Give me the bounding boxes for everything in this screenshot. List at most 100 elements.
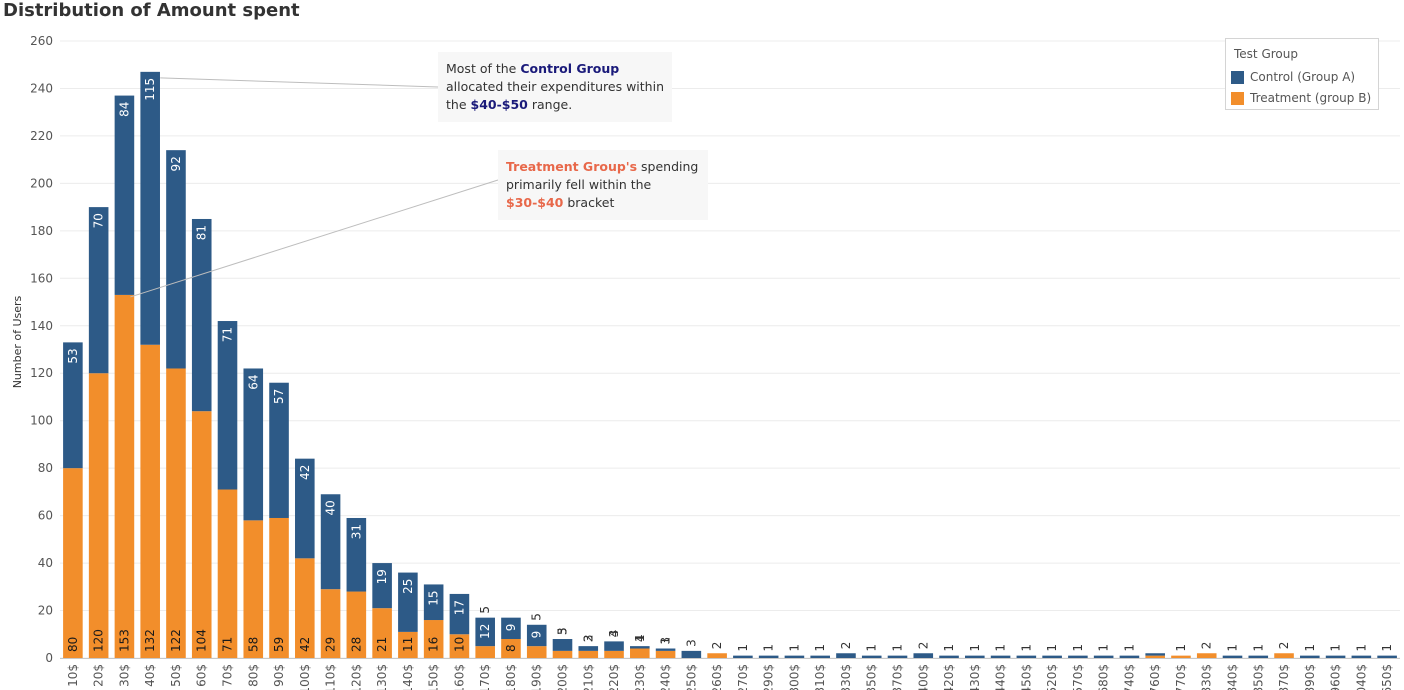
bar-treatment[interactable] — [346, 591, 367, 658]
bar-treatment[interactable] — [552, 650, 573, 658]
bar-control[interactable] — [1042, 655, 1062, 658]
bar-control[interactable] — [140, 71, 160, 345]
bar-control[interactable] — [1248, 655, 1269, 658]
bar-control[interactable] — [398, 572, 418, 632]
data-label-control: 12 — [478, 624, 492, 639]
y-tick-label: 80 — [38, 461, 53, 475]
bar-treatment[interactable] — [114, 294, 135, 658]
bar-control[interactable] — [295, 458, 315, 559]
bar-control[interactable] — [423, 584, 444, 621]
bar-control[interactable] — [784, 655, 805, 658]
bar-control[interactable] — [913, 653, 934, 658]
bar-treatment[interactable] — [140, 344, 160, 658]
bar-control[interactable] — [1145, 653, 1165, 656]
bar-treatment[interactable] — [398, 631, 418, 658]
bar-treatment[interactable] — [423, 620, 444, 658]
bar-control[interactable] — [552, 639, 573, 651]
bar-control[interactable] — [526, 624, 547, 647]
bar-control[interactable] — [1068, 655, 1088, 658]
bar-treatment[interactable] — [1274, 653, 1294, 658]
bar-control[interactable] — [166, 150, 186, 369]
bar-control[interactable] — [1300, 655, 1320, 658]
legend-item-control[interactable]: Control (Group A) — [1231, 69, 1355, 85]
bar-treatment[interactable] — [475, 646, 495, 658]
bar-treatment[interactable] — [243, 520, 264, 658]
bar-control[interactable] — [475, 617, 495, 647]
bar-control[interactable] — [861, 655, 882, 658]
bar-treatment[interactable] — [166, 368, 186, 658]
x-tick-label: 300$ — [787, 664, 801, 690]
bar-control[interactable] — [114, 95, 135, 295]
bar-treatment[interactable] — [295, 558, 315, 658]
bar-control[interactable] — [320, 494, 341, 590]
bar-treatment[interactable] — [578, 650, 599, 658]
bar-control[interactable] — [939, 655, 959, 658]
bar-control[interactable] — [1377, 655, 1397, 658]
bar-control[interactable] — [88, 207, 109, 374]
bar-control[interactable] — [1222, 655, 1243, 658]
bar-treatment[interactable] — [217, 489, 238, 658]
bar-control[interactable] — [630, 646, 650, 649]
y-tick-label: 220 — [30, 129, 53, 143]
data-label-control: 9 — [530, 631, 544, 639]
data-label-control: 2 — [916, 642, 930, 650]
bar-treatment[interactable] — [655, 650, 676, 658]
x-tick-label: 400$ — [916, 664, 930, 690]
legend-item-treatment[interactable]: Treatment (group B) — [1231, 90, 1371, 106]
bar-control[interactable] — [501, 617, 521, 640]
data-label-control: 57 — [272, 389, 286, 404]
bar-control[interactable] — [372, 563, 392, 609]
data-label-treatment: 29 — [324, 637, 338, 652]
bar-control[interactable] — [217, 321, 238, 490]
bar-treatment[interactable] — [501, 639, 521, 658]
bar-control[interactable] — [733, 655, 753, 658]
bar-treatment[interactable] — [88, 373, 109, 658]
data-label-treatment: 59 — [272, 637, 286, 652]
bar-control[interactable] — [1351, 655, 1372, 658]
bar-control[interactable] — [810, 655, 830, 658]
x-tick-label: 170$ — [478, 664, 492, 690]
bar-control[interactable] — [965, 655, 985, 658]
bar-control[interactable] — [1325, 655, 1346, 658]
data-label-treatment: 8 — [504, 644, 518, 652]
bar-control[interactable] — [63, 342, 83, 469]
bar-treatment[interactable] — [372, 608, 392, 658]
bar-treatment[interactable] — [707, 653, 727, 658]
bar-control[interactable] — [681, 650, 702, 658]
legend-title: Test Group — [1234, 47, 1298, 61]
x-tick-label: 440$ — [994, 664, 1008, 690]
bar-treatment[interactable] — [191, 411, 212, 658]
x-axis: 10$ 20$ 30$ 40$ 50$ 60$ 70$ 80$ 90$ 100$ 110$ 120$ 1… — [66, 664, 1394, 690]
bar-control[interactable] — [1093, 655, 1114, 658]
bar-control[interactable] — [604, 641, 624, 651]
bar-treatment[interactable] — [63, 468, 83, 658]
bar-treatment[interactable] — [526, 646, 547, 658]
bar-treatment[interactable] — [320, 589, 341, 658]
bar-control[interactable] — [269, 382, 289, 518]
bar-treatment[interactable] — [1145, 655, 1165, 658]
bar-control[interactable] — [758, 655, 779, 658]
bar-treatment[interactable] — [630, 648, 650, 658]
bar-treatment[interactable] — [449, 634, 470, 658]
bar-treatment[interactable] — [604, 650, 624, 658]
x-tick-label: 100$ — [298, 664, 312, 690]
bar-control[interactable] — [1016, 655, 1037, 658]
data-label-control: 1 — [762, 644, 776, 652]
data-label-control: 2 — [581, 634, 595, 642]
y-tick-label: 20 — [38, 604, 53, 618]
bar-control[interactable] — [243, 368, 264, 521]
bar-treatment[interactable] — [269, 517, 289, 658]
bar-control[interactable] — [449, 593, 470, 635]
bar-treatment[interactable] — [1196, 653, 1217, 658]
bar-treatment[interactable] — [1171, 655, 1191, 658]
bar-control[interactable] — [1119, 655, 1140, 658]
bar-control[interactable] — [578, 646, 599, 651]
bar-control[interactable] — [836, 653, 856, 658]
bar-control[interactable] — [990, 655, 1011, 658]
gridlines — [60, 40, 1400, 659]
bar-control[interactable] — [191, 218, 212, 412]
bar-control[interactable] — [655, 648, 676, 651]
bar-control[interactable] — [346, 517, 367, 592]
bar-control[interactable] — [887, 655, 908, 658]
x-tick-label: 850$ — [1251, 664, 1265, 690]
